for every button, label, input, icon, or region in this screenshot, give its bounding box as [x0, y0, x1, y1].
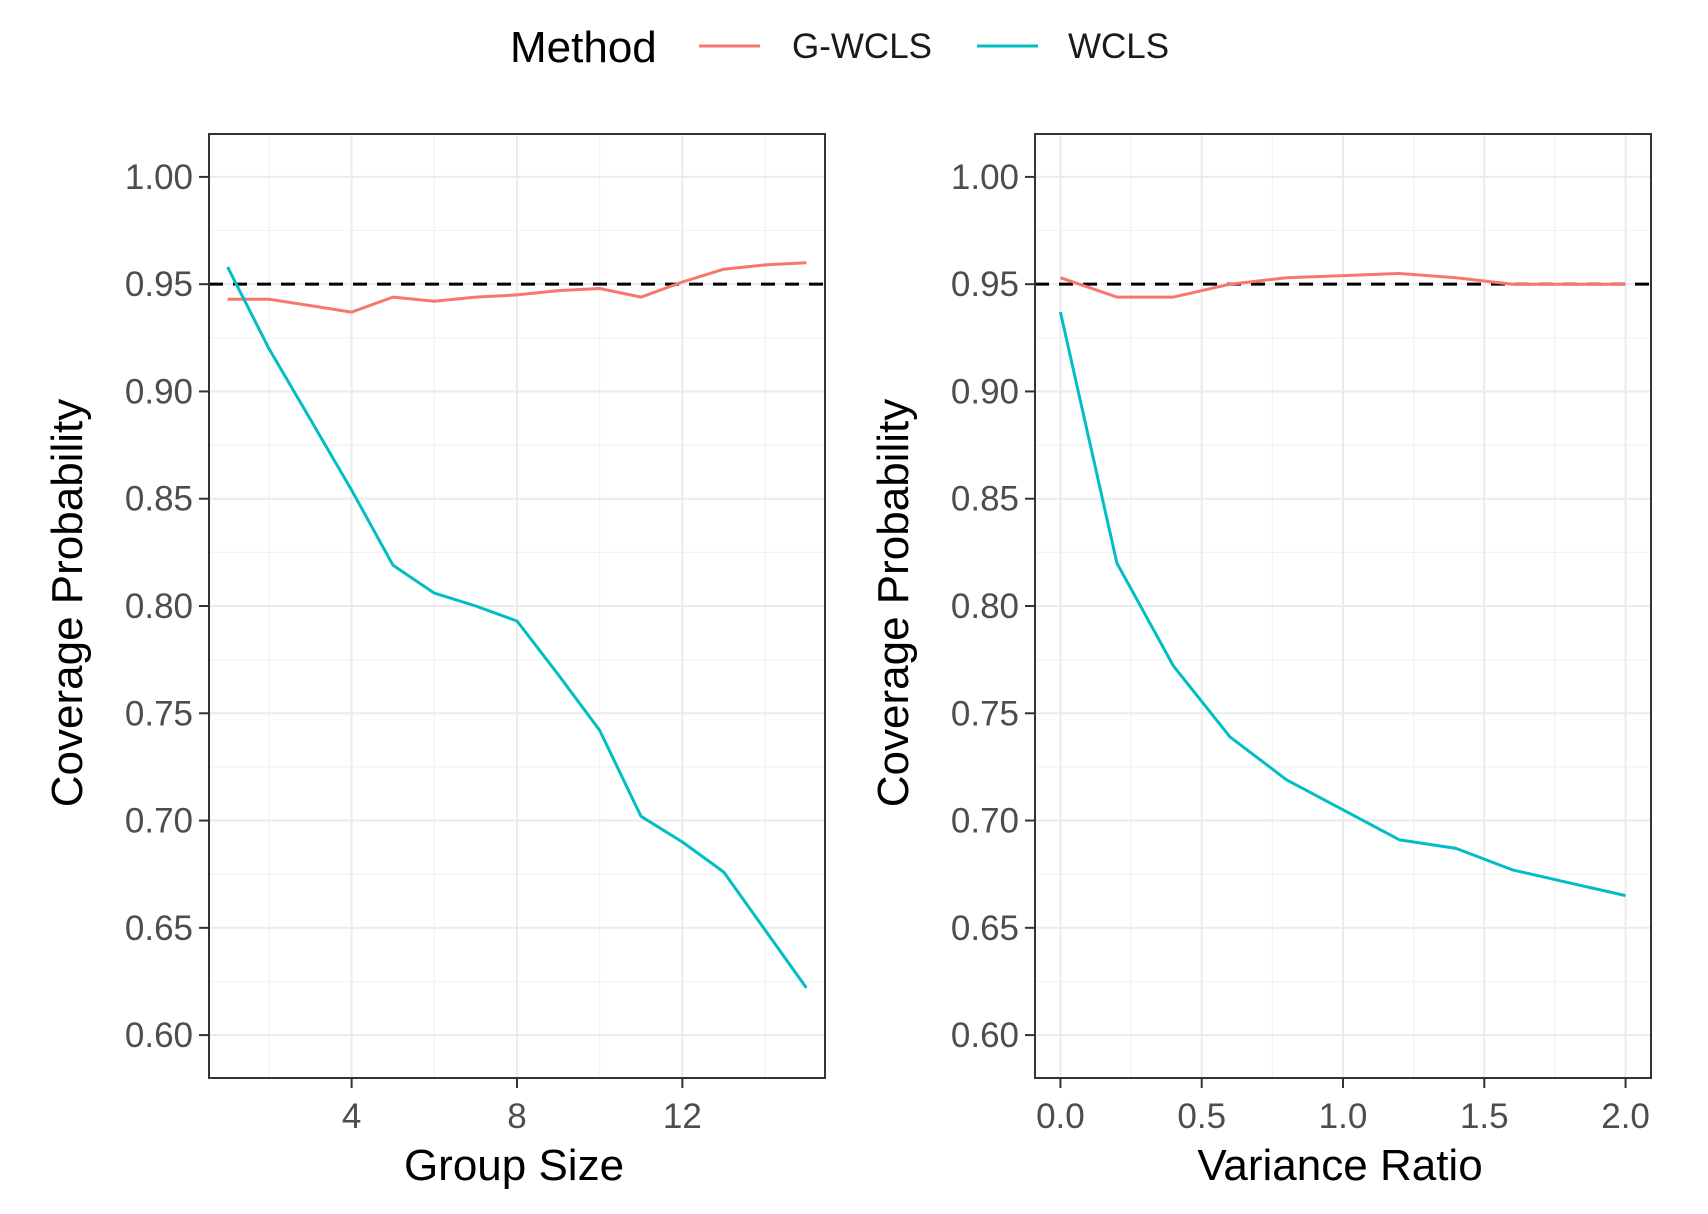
x-axis-title: Group Size: [404, 1141, 624, 1190]
y-tick-label: 1.00: [125, 158, 193, 197]
series-line-wcls: [226, 266, 808, 989]
x-tick-label: 1.0: [1319, 1097, 1368, 1136]
y-tick-label: 0.75: [951, 694, 1019, 733]
series-line-g-wcls: [1059, 272, 1626, 299]
y-tick-label: 0.65: [951, 909, 1019, 948]
y-tick-label: 0.80: [125, 587, 193, 626]
x-tick-label: 12: [663, 1097, 702, 1136]
legend: Method G-WCLS WCLS: [510, 23, 1169, 72]
y-tick-label: 0.85: [125, 480, 193, 519]
x-axis-title: Variance Ratio: [1197, 1141, 1482, 1190]
x-axis: 0.0 0.5 1.0 1.5 2.0: [1036, 1078, 1650, 1136]
legend-label-g-wcls: G-WCLS: [792, 27, 932, 66]
y-tick-label: 0.75: [125, 694, 193, 733]
series-line-wcls: [1058, 311, 1626, 898]
x-tick-label: 4: [342, 1097, 361, 1136]
x-tick-label: 0.5: [1177, 1097, 1226, 1136]
y-tick-label: 0.70: [125, 802, 193, 841]
panel-group-size: 0.60 0.65 0.70 0.75 0.80 0.85 0.90 0.95 1.00 4 8 1…: [43, 133, 826, 1190]
series-layer: [1058, 272, 1626, 898]
y-tick-label: 0.60: [125, 1016, 193, 1055]
y-tick-label: 0.65: [125, 909, 193, 948]
panel-variance-ratio: 0.60 0.65 0.70 0.75 0.80 0.85 0.90 0.95 1.00 0.0…: [869, 133, 1652, 1190]
series-layer: [226, 261, 808, 989]
y-tick-label: 0.95: [951, 265, 1019, 304]
y-axis: 0.60 0.65 0.70 0.75 0.80 0.85 0.90 0.95 1.00: [125, 158, 209, 1055]
y-tick-label: 0.70: [951, 802, 1019, 841]
y-axis-title: Coverage Probability: [43, 399, 92, 807]
legend-label-wcls: WCLS: [1068, 27, 1169, 66]
y-tick-label: 0.60: [951, 1016, 1019, 1055]
y-tick-label: 1.00: [951, 158, 1019, 197]
y-tick-label: 0.80: [951, 587, 1019, 626]
x-tick-label: 2.0: [1601, 1097, 1650, 1136]
x-axis: 4 8 12: [342, 1078, 702, 1136]
legend-title: Method: [510, 23, 657, 72]
y-axis: 0.60 0.65 0.70 0.75 0.80 0.85 0.90 0.95 1.00: [951, 158, 1035, 1055]
y-tick-label: 0.90: [951, 372, 1019, 411]
y-axis-title: Coverage Probability: [869, 399, 918, 807]
series-line-g-wcls: [227, 261, 807, 314]
x-tick-label: 1.5: [1460, 1097, 1509, 1136]
x-tick-label: 0.0: [1036, 1097, 1085, 1136]
x-tick-label: 8: [507, 1097, 526, 1136]
grid-lines: [209, 134, 825, 1078]
y-tick-label: 0.90: [125, 372, 193, 411]
y-tick-label: 0.95: [125, 265, 193, 304]
y-tick-label: 0.85: [951, 480, 1019, 519]
